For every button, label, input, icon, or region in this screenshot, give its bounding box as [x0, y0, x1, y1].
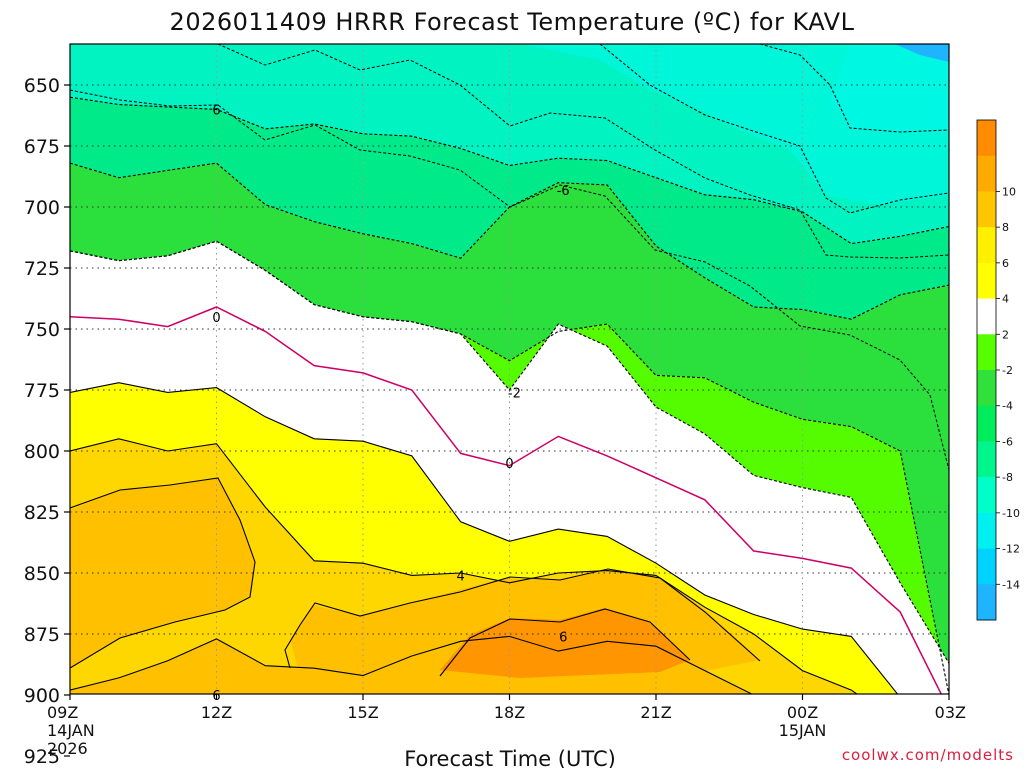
x-tick-label-12Z: 12Z	[201, 703, 232, 722]
isotherm-8-left	[70, 477, 256, 669]
isotherm-6	[70, 438, 858, 694]
band-minus4-to-minus2	[70, 241, 949, 694]
y-tick-label-750: 750	[24, 319, 60, 341]
isotherm-label-5: 4	[457, 569, 465, 584]
colorbar-swatch-0	[977, 584, 996, 621]
band-minus6-to-minus4	[70, 163, 949, 694]
isotherm-minus10	[70, 96, 949, 245]
x-tick-label-15Z: 15Z	[347, 703, 378, 722]
temperature-fill-layers	[70, 44, 949, 694]
isotherm-lines	[70, 44, 949, 694]
colorbar-legend: -14 -12 -10 -8 -6 -4 -2 2 4 6 8 10	[976, 119, 1020, 621]
colorbar-swatch-6	[977, 370, 996, 407]
chart-title: 2026011409 HRRR Forecast Temperature (ºC…	[170, 8, 855, 36]
warm-core	[440, 608, 690, 678]
colorbar-label-2: -12	[1002, 543, 1020, 556]
y-tick-label-875: 875	[24, 624, 60, 646]
isotherm-label-4: 0	[505, 457, 513, 472]
colorbar-label-4: -8	[1002, 471, 1013, 484]
x-tick-label-09Z: 09Z	[47, 703, 78, 722]
y-tick-label-825: 825	[24, 502, 60, 524]
band-minus10-to-minus6	[70, 97, 949, 320]
band-coldest	[895, 44, 949, 62]
colorbar-swatch-4	[977, 441, 996, 478]
isotherm-label-2: 0	[212, 311, 220, 326]
colorbar-swatch-9	[977, 262, 996, 300]
colorbar-label-3: -10	[1002, 507, 1020, 520]
y-tick-label-925: 925	[24, 746, 60, 768]
isotherm-minus14	[599, 44, 949, 214]
colorbar-label-10: 6	[1002, 257, 1009, 270]
colorbar-label-6: -4	[1002, 400, 1013, 413]
isotherm-8	[70, 635, 753, 694]
credit-label: coolwx.com/modelts	[842, 746, 1014, 764]
colorbar-swatch-3	[977, 477, 996, 514]
colorbar-swatch-10	[977, 227, 996, 264]
x-axis-label: Forecast Time (UTC)	[404, 747, 616, 768]
x-tick-label-21Z: 21Z	[640, 703, 671, 722]
y-tick-label-725: 725	[24, 258, 60, 280]
x-tick-date-09Z: 14JAN	[47, 721, 95, 740]
band-minus14-to-minus12	[520, 44, 949, 205]
isotherm-minus16	[759, 44, 949, 133]
isotherm-minus2	[70, 240, 949, 664]
colorbar-swatch-13	[977, 120, 996, 157]
colorbar-label-8: 2	[1002, 328, 1009, 341]
isotherm-4	[70, 382, 899, 694]
isotherm-0	[70, 306, 943, 694]
colorbar-swatch-2	[977, 512, 996, 550]
colorbar-swatch-11	[977, 191, 996, 228]
isotherm-10	[439, 608, 691, 677]
gridlines	[70, 44, 949, 694]
colorbar-swatch-8	[977, 298, 996, 335]
colorbar-label-7: -2	[1002, 364, 1013, 377]
y-tick-label-900: 900	[24, 685, 60, 707]
y-tick-label-800: 800	[24, 441, 60, 463]
colorbar-swatch-5	[977, 405, 996, 442]
isotherm-label-6: 6	[559, 630, 567, 645]
y-tick-label-675: 675	[24, 136, 60, 158]
colorbar-label-11: 8	[1002, 221, 1009, 234]
x-tick-date-00Z: 15JAN	[779, 721, 827, 740]
isotherm-minus12	[217, 44, 949, 259]
colorbar-swatch-12	[977, 155, 996, 192]
y-tick-label-650: 650	[24, 75, 60, 97]
colorbar-swatch-7	[977, 334, 996, 371]
colorbar-label-5: -6	[1002, 435, 1013, 448]
colorbar-label-9: 4	[1002, 293, 1009, 306]
x-tick-label-00Z: 00Z	[787, 703, 818, 722]
colorbar-swatch-1	[977, 548, 996, 585]
isotherm-label-3: -2	[508, 386, 521, 401]
pressure-axis: 650 675 700 725 750 775 800 825 850 875 900 925	[24, 75, 70, 768]
warm-pocket-left	[70, 478, 255, 668]
isotherm-8-center	[284, 568, 761, 669]
isotherm-minus4	[70, 240, 949, 694]
band-4-to-6	[70, 382, 898, 694]
y-tick-label-700: 700	[24, 197, 60, 219]
x-tick-year-09Z: 2026	[47, 739, 88, 758]
colorbar-label-1: -14	[1002, 578, 1020, 591]
isotherm-label-1: -6	[557, 184, 570, 199]
y-tick-label-775: 775	[24, 380, 60, 402]
colorbar-label-12: 10	[1002, 185, 1016, 198]
x-tick-label-18Z: 18Z	[494, 703, 525, 722]
x-tick-label-03Z: 03Z	[935, 703, 966, 722]
isotherm-label-0: 6	[212, 103, 220, 118]
y-tick-label-850: 850	[24, 563, 60, 585]
